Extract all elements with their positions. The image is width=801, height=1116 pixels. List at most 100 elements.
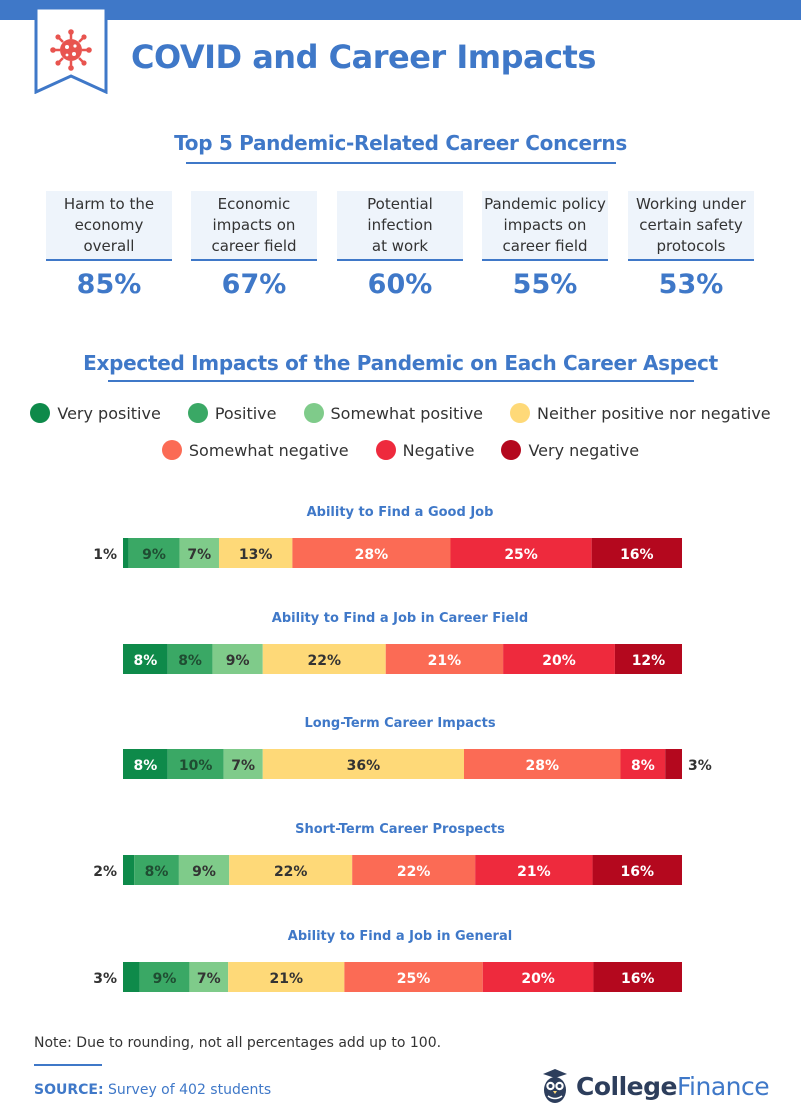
bar-segment: [665, 749, 682, 779]
concerns-title-underline: [186, 162, 616, 164]
legend-swatch: [375, 440, 396, 460]
concern-label: Harm to the economy overall: [46, 191, 172, 261]
brand-logo: CollegeFinance: [540, 1068, 770, 1104]
legend-swatch: [303, 403, 324, 423]
data-label: 7%: [187, 547, 211, 563]
concern-value: 85%: [76, 269, 142, 300]
bar-segment: [178, 855, 230, 885]
data-label: 21%: [270, 971, 304, 987]
legend-item: Negative: [375, 440, 475, 460]
concern-label: Working under certain safety protocols: [628, 191, 754, 261]
data-label: 13%: [239, 547, 273, 563]
data-label: 8%: [133, 653, 157, 669]
top-band: [0, 0, 801, 20]
data-label: 25%: [504, 547, 538, 563]
data-label: 7%: [231, 758, 255, 774]
bar-segment: [123, 538, 129, 568]
bar-segment: [292, 538, 451, 568]
data-label: 8%: [631, 758, 655, 774]
data-label: 2%: [93, 864, 117, 880]
data-label: 3%: [688, 758, 712, 774]
source-divider: [34, 1064, 102, 1066]
legend-label: Somewhat positive: [330, 403, 484, 423]
bar-segment: [134, 855, 179, 885]
bar-segment: [123, 855, 135, 885]
legend-swatch: [187, 403, 208, 423]
concern-label: Potential infection at work: [337, 191, 463, 261]
bar-segment: [212, 644, 263, 674]
legend-row-2: Somewhat negative Negative Very negative: [0, 440, 801, 460]
data-label: 22%: [397, 864, 431, 880]
legend-swatch: [30, 403, 51, 423]
concern-card: Pandemic policy impacts on career field …: [482, 191, 608, 300]
bar-segment: [123, 644, 168, 674]
data-label: 9%: [142, 547, 166, 563]
data-label: 22%: [307, 653, 341, 669]
data-label: 21%: [517, 864, 551, 880]
data-label: 10%: [179, 758, 213, 774]
concern-card: Potential infection at work 60%: [337, 191, 463, 300]
concern-label: Economic impacts on career field: [191, 191, 317, 261]
bar-segment: [128, 538, 180, 568]
data-label: 8%: [133, 758, 157, 774]
bar-segment: [450, 538, 592, 568]
legend-label: Somewhat negative: [188, 440, 349, 460]
concerns-title: Top 5 Pandemic-Related Career Concerns: [174, 131, 627, 155]
category-label: Ability to Find a Good Job: [307, 505, 494, 520]
bar-segment: [228, 962, 345, 992]
footnote: Note: Due to rounding, not all percentag…: [34, 1035, 442, 1051]
virus-badge-icon: [34, 8, 108, 94]
bar-segment: [262, 749, 464, 779]
bar-segment: [591, 538, 682, 568]
bar-segment: [229, 855, 353, 885]
bar-segment: [167, 749, 224, 779]
legend-item: Positive: [187, 403, 277, 423]
concern-value: 60%: [367, 269, 433, 300]
source-label: SOURCE:: [34, 1082, 104, 1098]
category-label: Ability to Find a Job in General: [288, 929, 512, 944]
data-label: 20%: [542, 653, 576, 669]
concern-card: Working under certain safety protocols 5…: [628, 191, 754, 300]
logo-word-finance: Finance: [676, 1071, 770, 1101]
impacts-title-underline: [108, 380, 694, 382]
data-label: 36%: [347, 758, 381, 774]
legend-item: Neither positive nor negative: [510, 403, 771, 423]
data-label: 25%: [397, 971, 431, 987]
concern-card: Economic impacts on career field 67%: [191, 191, 317, 300]
page-title: COVID and Career Impacts: [131, 38, 596, 76]
legend-item: Somewhat negative: [161, 440, 349, 460]
owl-logo-icon: [543, 1069, 567, 1103]
bar-segment: [189, 962, 229, 992]
legend-label: Very positive: [57, 403, 161, 423]
legend-item: Very positive: [30, 403, 161, 423]
data-label: 16%: [620, 547, 654, 563]
bar-segment: [223, 749, 263, 779]
legend-label: Neither positive nor negative: [537, 403, 771, 423]
data-label: 22%: [274, 864, 308, 880]
legend-label: Positive: [214, 403, 277, 423]
logo-wordmark: CollegeFinance: [576, 1071, 770, 1101]
data-label: 28%: [525, 758, 559, 774]
category-label: Short-Term Career Prospects: [295, 822, 505, 837]
data-label: 7%: [197, 971, 221, 987]
legend-swatch: [510, 403, 531, 423]
bar-segment: [385, 644, 504, 674]
data-label: 9%: [153, 971, 177, 987]
stacked-bar-chart: Ability to Find a Good Job 1% 9% 7% 13% 28% 25…: [93, 505, 712, 992]
bar-segment: [463, 749, 621, 779]
bar-segment: [482, 962, 594, 992]
data-label: 28%: [355, 547, 389, 563]
category-label: Ability to Find a Job in Career Field: [272, 611, 528, 626]
legend-row-1: Very positive Positive Somewhat positive…: [0, 403, 801, 423]
data-label: 16%: [621, 971, 655, 987]
legend-item: Somewhat positive: [303, 403, 484, 423]
source-text: Survey of 402 students: [108, 1082, 272, 1098]
legend-swatch: [161, 440, 182, 460]
logo-word-college: College: [576, 1071, 677, 1101]
bar-segment: [218, 538, 293, 568]
bar-segment: [262, 644, 386, 674]
bar-segment: [179, 538, 219, 568]
legend-label: Negative: [402, 440, 475, 460]
bar-segment: [620, 749, 666, 779]
bar-segment: [139, 962, 190, 992]
